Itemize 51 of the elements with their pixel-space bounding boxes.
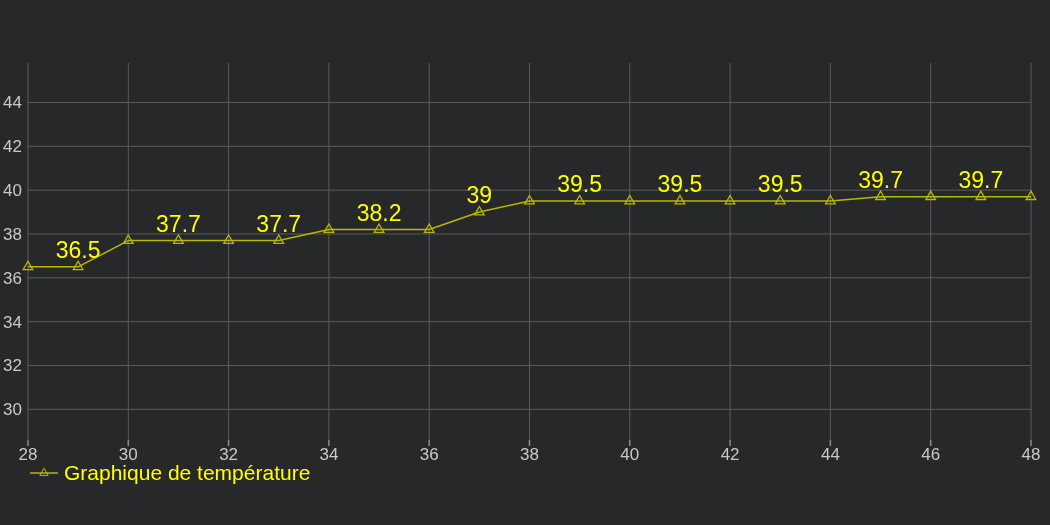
x-tick-label: 38 [520,445,539,464]
x-tick-label: 40 [620,445,640,464]
data-label: 39.7 [858,166,903,193]
point [122,234,134,244]
data-label: 37.7 [256,210,302,237]
x-tick-label: 36 [419,445,439,464]
point [824,194,836,205]
point [524,194,535,205]
point [574,194,586,205]
data-label: 36.5 [55,236,101,263]
legend-label: Graphique de température [64,461,311,484]
point [724,194,736,205]
data-label: 39.5 [557,171,603,198]
y-tick-label: 34 [3,312,22,332]
point [323,223,335,234]
x-tick-label: 44 [820,445,840,464]
point [373,223,385,234]
y-tick-label: 32 [3,356,22,376]
y-tick-label: 30 [3,400,22,420]
point [674,194,686,205]
y-tick-label: 36 [3,268,22,288]
point [72,260,84,271]
data-label: 39.7 [958,166,1004,193]
x-tick-label: 32 [219,445,239,464]
x-tick-label: 28 [18,445,38,464]
point [624,194,636,205]
data-label: 39 [466,182,493,209]
x-tick-label: 42 [720,445,740,464]
data-label: 39.5 [657,171,703,198]
point [1025,190,1037,201]
y-tick-label: 38 [3,224,22,244]
x-tick-label: 30 [118,445,138,464]
y-tick-label: 44 [3,93,22,113]
point [774,194,786,205]
point [22,260,34,271]
point [875,190,887,201]
data-label: 38.2 [356,199,402,226]
point [925,190,937,201]
point [975,190,987,201]
x-tick-label: 46 [921,445,941,464]
data-label: 39.5 [757,171,803,198]
x-tick-label: 48 [1021,445,1041,464]
point [423,223,435,234]
point [172,234,184,244]
point [473,205,485,216]
x-tick-label: 34 [319,445,339,464]
y-tick-label: 40 [3,181,22,201]
point [273,234,285,244]
point [223,234,235,244]
y-tick-label: 42 [3,137,22,157]
data-label: 37.7 [156,210,201,237]
